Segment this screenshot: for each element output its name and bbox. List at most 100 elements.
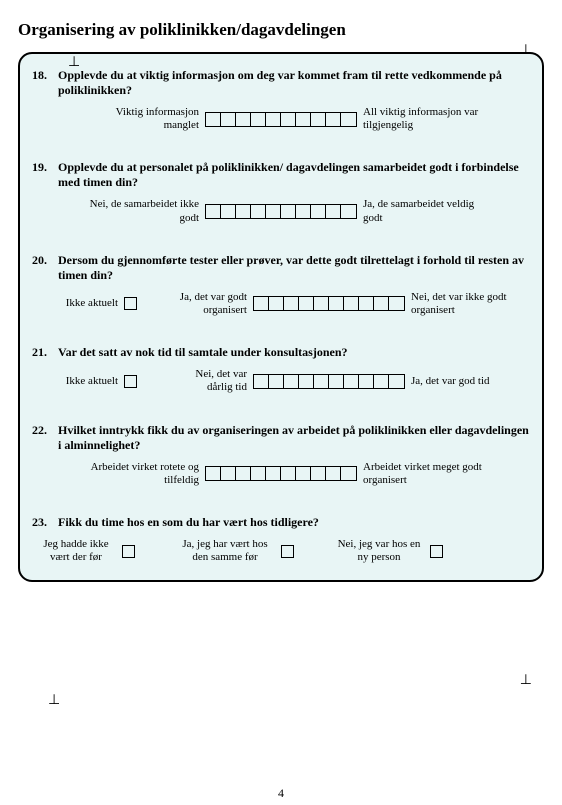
q22-left-label: Arbeidet virket rotete og tilfeldig	[79, 461, 199, 487]
q20-left-label: Ja, det var godt organisert	[169, 291, 247, 317]
question-19: 19. Opplevde du at personalet på polikli…	[32, 160, 530, 224]
question-18: 18. Opplevde du at viktig informasjon om…	[32, 68, 530, 132]
q21-right-label: Ja, det var god tid	[411, 375, 511, 388]
q20-na-checkbox[interactable]	[124, 297, 137, 310]
q20-num: 20.	[32, 253, 58, 268]
q23-opt3-checkbox[interactable]	[430, 545, 443, 558]
scale-cell[interactable]	[314, 297, 329, 310]
q23-opt1-label: Jeg hadde ikke vært der før	[36, 538, 116, 564]
scale-cell[interactable]	[251, 113, 266, 126]
scale-cell[interactable]	[281, 467, 296, 480]
scale-cell[interactable]	[329, 297, 344, 310]
scale-cell[interactable]	[221, 205, 236, 218]
q23-num: 23.	[32, 515, 58, 530]
q18-text: Opplevde du at viktig informasjon om deg…	[58, 68, 530, 98]
scale-cell[interactable]	[206, 205, 221, 218]
scale-cell[interactable]	[254, 297, 269, 310]
q21-text: Var det satt av nok tid til samtale unde…	[58, 345, 530, 360]
scale-cell[interactable]	[329, 375, 344, 388]
scale-cell[interactable]	[221, 113, 236, 126]
q20-na-label: Ikke aktuelt	[58, 297, 118, 310]
scale-cell[interactable]	[221, 467, 236, 480]
scale-cell[interactable]	[299, 297, 314, 310]
q22-num: 22.	[32, 423, 58, 438]
question-21: 21. Var det satt av nok tid til samtale …	[32, 345, 530, 394]
scale-cell[interactable]	[236, 467, 251, 480]
scale-cell[interactable]	[311, 467, 326, 480]
scale-cell[interactable]	[374, 375, 389, 388]
q23-opt2-label: Ja, jeg har vært hos den samme før	[175, 538, 275, 564]
scale-cell[interactable]	[296, 205, 311, 218]
q23-opt2-checkbox[interactable]	[281, 545, 294, 558]
scale-cell[interactable]	[344, 375, 359, 388]
q22-scale[interactable]	[205, 466, 357, 481]
q19-scale[interactable]	[205, 204, 357, 219]
scale-cell[interactable]	[236, 205, 251, 218]
question-20: 20. Dersom du gjennomførte tester eller …	[32, 253, 530, 317]
q20-scale[interactable]	[253, 296, 405, 311]
crop-mark-bottom-right: ⊥	[520, 672, 532, 689]
scale-cell[interactable]	[284, 375, 299, 388]
q22-text: Hvilket inntrykk fikk du av organisering…	[58, 423, 530, 453]
scale-cell[interactable]	[299, 375, 314, 388]
q19-text: Opplevde du at personalet på poliklinikk…	[58, 160, 530, 190]
scale-cell[interactable]	[359, 297, 374, 310]
scale-cell[interactable]	[296, 113, 311, 126]
q20-text: Dersom du gjennomførte tester eller prøv…	[58, 253, 530, 283]
q21-na-label: Ikke aktuelt	[58, 375, 118, 388]
question-23: 23. Fikk du time hos en som du har vært …	[32, 515, 530, 564]
scale-cell[interactable]	[281, 113, 296, 126]
q23-opt1-checkbox[interactable]	[122, 545, 135, 558]
scale-cell[interactable]	[266, 205, 281, 218]
q18-scale[interactable]	[205, 112, 357, 127]
q23-text: Fikk du time hos en som du har vært hos …	[58, 515, 530, 530]
question-22: 22. Hvilket inntrykk fikk du av organise…	[32, 423, 530, 487]
scale-cell[interactable]	[281, 205, 296, 218]
scale-cell[interactable]	[236, 113, 251, 126]
scale-cell[interactable]	[326, 205, 341, 218]
scale-cell[interactable]	[284, 297, 299, 310]
scale-cell[interactable]	[251, 205, 266, 218]
q21-left-label: Nei, det var dårlig tid	[169, 368, 247, 394]
scale-cell[interactable]	[266, 113, 281, 126]
q23-opt3-label: Nei, jeg var hos en ny person	[334, 538, 424, 564]
q20-right-label: Nei, det var ikke godt organisert	[411, 291, 511, 317]
crop-mark-bottom-left: ⊥	[48, 692, 60, 709]
q22-right-label: Arbeidet virket meget godt organisert	[363, 461, 483, 487]
q18-right-label: All viktig informasjon var tilgjengelig	[363, 106, 483, 132]
q21-scale[interactable]	[253, 374, 405, 389]
q18-num: 18.	[32, 68, 58, 83]
scale-cell[interactable]	[326, 113, 341, 126]
scale-cell[interactable]	[344, 297, 359, 310]
scale-cell[interactable]	[266, 467, 281, 480]
scale-cell[interactable]	[389, 297, 404, 310]
scale-cell[interactable]	[341, 205, 356, 218]
scale-cell[interactable]	[311, 205, 326, 218]
scale-cell[interactable]	[314, 375, 329, 388]
crop-mark-top-right: ⊥	[520, 42, 532, 59]
q19-right-label: Ja, de samarbeidet veldig godt	[363, 198, 483, 224]
page-number: 4	[0, 786, 562, 801]
scale-cell[interactable]	[251, 467, 266, 480]
scale-cell[interactable]	[389, 375, 404, 388]
q19-left-label: Nei, de samarbeidet ikke godt	[79, 198, 199, 224]
q19-num: 19.	[32, 160, 58, 175]
scale-cell[interactable]	[206, 467, 221, 480]
scale-cell[interactable]	[269, 297, 284, 310]
scale-cell[interactable]	[326, 467, 341, 480]
form-container: 18. Opplevde du at viktig informasjon om…	[18, 52, 544, 582]
q18-left-label: Viktig informasjon manglet	[79, 106, 199, 132]
scale-cell[interactable]	[269, 375, 284, 388]
q21-na-checkbox[interactable]	[124, 375, 137, 388]
scale-cell[interactable]	[206, 113, 221, 126]
scale-cell[interactable]	[311, 113, 326, 126]
page-title: Organisering av poliklinikken/dagavdelin…	[18, 20, 544, 40]
scale-cell[interactable]	[296, 467, 311, 480]
crop-mark-top-left: ⊥	[68, 54, 80, 71]
scale-cell[interactable]	[254, 375, 269, 388]
scale-cell[interactable]	[341, 467, 356, 480]
scale-cell[interactable]	[341, 113, 356, 126]
scale-cell[interactable]	[374, 297, 389, 310]
scale-cell[interactable]	[359, 375, 374, 388]
q21-num: 21.	[32, 345, 58, 360]
